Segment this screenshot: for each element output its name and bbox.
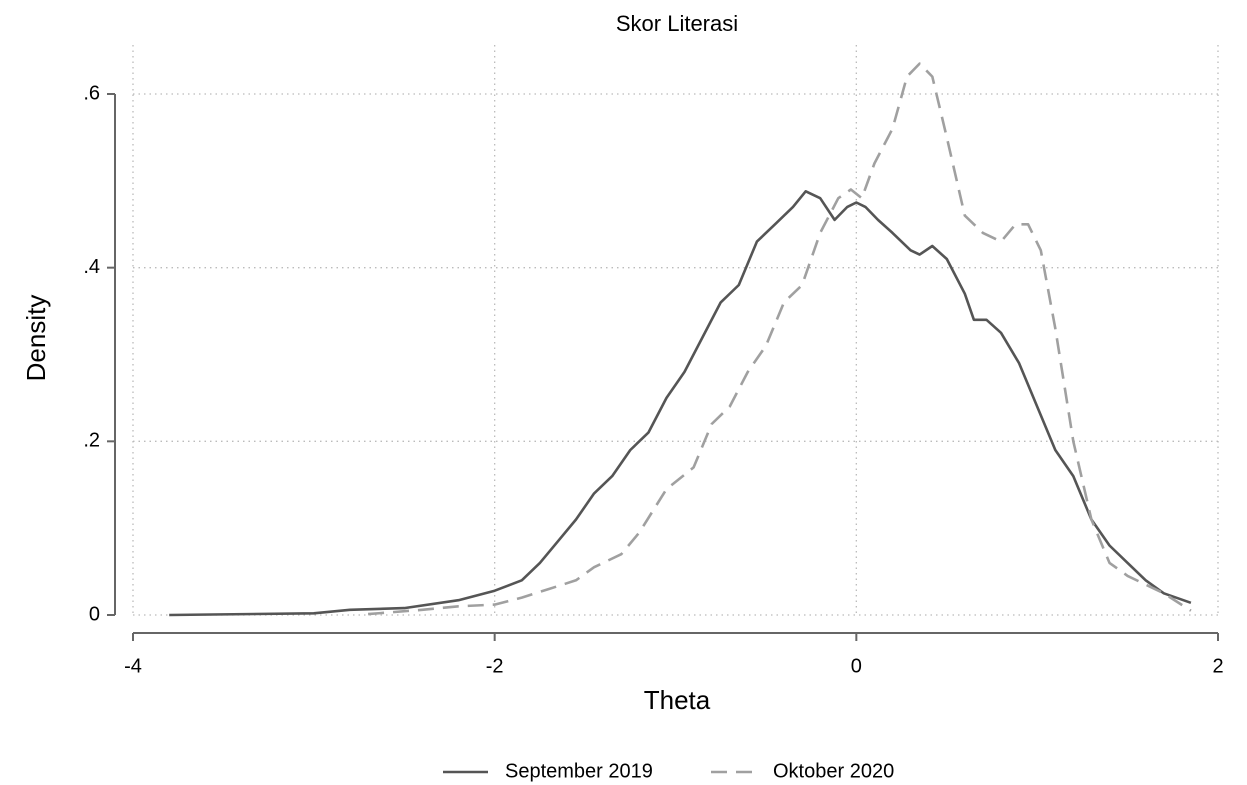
x-axis-label: Theta xyxy=(644,685,711,715)
x-tick-label: 0 xyxy=(851,655,862,677)
y-tick-label: .2 xyxy=(83,430,100,452)
line-series xyxy=(169,190,1192,617)
y-axis-label: Density xyxy=(21,295,51,382)
chart-title: Skor Literasi xyxy=(616,11,738,36)
x-tick-label: -2 xyxy=(486,655,504,677)
x-tick-label: -4 xyxy=(124,655,142,677)
x-tick-label: 2 xyxy=(1212,655,1223,677)
legend-label: September 2019 xyxy=(505,760,653,782)
y-tick-label: .4 xyxy=(83,256,100,278)
y-tick-label: .6 xyxy=(83,82,100,104)
legend-label: Oktober 2020 xyxy=(773,760,894,782)
y-tick-label: 0 xyxy=(89,603,100,625)
line-series xyxy=(367,62,1192,616)
